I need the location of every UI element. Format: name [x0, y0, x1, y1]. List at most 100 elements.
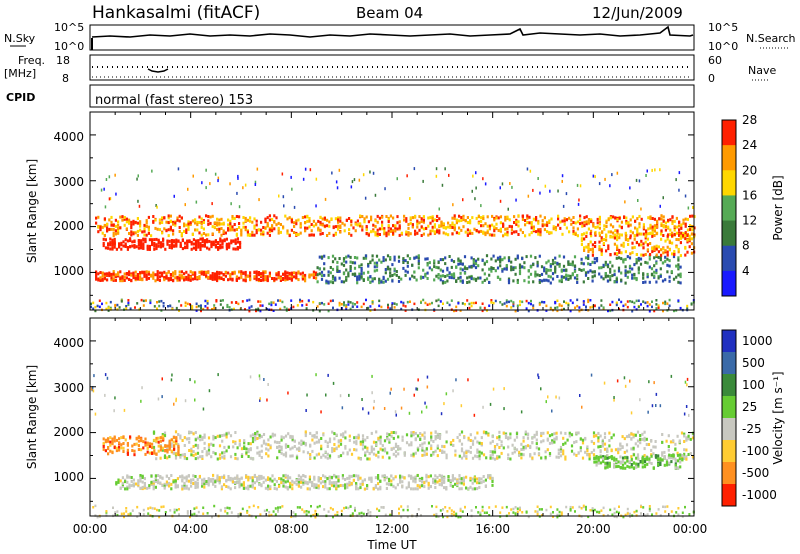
scatter-cell	[518, 454, 521, 457]
scatter-cell	[583, 237, 586, 241]
scatter-cell	[295, 478, 298, 482]
scatter-cell	[318, 255, 321, 259]
scatter-cell	[397, 279, 401, 283]
scatter-cell	[122, 442, 125, 445]
scatter-cell	[342, 272, 346, 276]
scatter-cell	[234, 238, 237, 242]
scatter-cell	[332, 226, 335, 230]
scatter-cell	[168, 455, 171, 459]
scatter-cell	[229, 222, 232, 226]
scatter-cell	[150, 274, 153, 278]
noise-cell	[686, 304, 689, 308]
noise-cell	[657, 304, 660, 307]
scatter-cell	[128, 232, 131, 235]
scatter-cell	[196, 481, 199, 485]
scatter-cell	[431, 219, 434, 223]
scatter-cell	[249, 233, 252, 237]
scatter-cell	[185, 476, 188, 480]
scatter-cell	[434, 481, 437, 485]
scatter-cell	[280, 438, 283, 442]
scatter-cell	[502, 234, 505, 238]
scatter-cell	[609, 275, 612, 278]
scatter-cell	[557, 214, 560, 218]
scatter-cell	[295, 454, 299, 458]
scatter-cell	[119, 277, 122, 281]
scatter-cell	[155, 245, 158, 249]
scatter-cell	[447, 221, 450, 225]
scatter-cell	[668, 259, 671, 263]
scatter-cell	[406, 261, 409, 265]
scatter-cell	[224, 231, 227, 235]
scatter-cell	[187, 277, 190, 281]
scatter-cell	[211, 214, 214, 218]
scatter-cell	[393, 255, 396, 259]
scatter-cell	[499, 255, 502, 259]
scatter-cell	[653, 217, 656, 221]
scatter-cell	[548, 219, 551, 223]
scatter-cell	[366, 436, 369, 439]
scatter-cell	[201, 437, 204, 441]
scatter-cell	[677, 247, 680, 251]
scatter-cell	[338, 257, 341, 260]
sparse-cell	[471, 189, 473, 193]
scatter-cell	[675, 264, 678, 268]
scatter-cell	[528, 233, 531, 237]
scatter-cell	[253, 270, 256, 274]
scatter-cell	[258, 477, 261, 481]
scatter-cell	[201, 244, 204, 248]
scatter-cell	[295, 271, 298, 275]
noise-cell	[556, 299, 559, 302]
scatter-cell	[509, 432, 512, 436]
scatter-cell	[557, 448, 560, 452]
scatter-cell	[239, 240, 242, 244]
scatter-cell	[262, 230, 265, 234]
scatter-cell	[589, 240, 592, 244]
scatter-cell	[192, 478, 195, 482]
noise-cell	[202, 512, 205, 515]
scatter-cell	[643, 436, 646, 440]
scatter-cell	[120, 443, 123, 447]
scatter-cell	[543, 278, 546, 282]
scatter-cell	[535, 216, 538, 219]
scatter-cell	[461, 262, 464, 266]
scatter-cell	[691, 228, 694, 232]
scatter-cell	[284, 454, 288, 458]
noise-cell	[145, 299, 147, 302]
scatter-cell	[196, 444, 200, 448]
noise-cell	[439, 300, 442, 303]
noise-cell	[446, 301, 449, 304]
scatter-cell	[348, 483, 351, 487]
scatter-cell	[666, 250, 669, 254]
noise-cell	[424, 301, 427, 305]
noise-cell	[277, 299, 279, 302]
scatter-cell	[289, 435, 292, 439]
scatter-cell	[125, 227, 128, 231]
scatter-cell	[214, 245, 217, 249]
scatter-cell	[269, 485, 272, 489]
scatter-cell	[462, 479, 465, 483]
scatter-cell	[427, 486, 430, 490]
scatter-cell	[353, 436, 356, 440]
scatter-cell	[521, 214, 524, 218]
noise-cell	[479, 306, 482, 309]
scatter-cell	[334, 225, 337, 229]
scatter-cell	[609, 270, 612, 274]
scatter-cell	[131, 449, 134, 452]
scatter-cell	[194, 228, 197, 232]
scatter-cell	[345, 278, 348, 282]
scatter-cell	[552, 225, 555, 229]
scatter-cell	[610, 448, 613, 452]
scatter-cell	[301, 274, 304, 278]
scatter-cell	[284, 434, 288, 438]
scatter-cell	[676, 466, 680, 470]
scatter-cell	[549, 263, 552, 266]
scatter-cell	[385, 215, 388, 218]
scatter-cell	[662, 223, 665, 227]
scatter-cell	[284, 214, 287, 218]
scatter-cell	[141, 278, 144, 282]
scatter-cell	[505, 264, 508, 267]
scatter-cell	[518, 272, 522, 276]
scatter-cell	[175, 240, 178, 244]
scatter-cell	[153, 247, 156, 251]
scatter-cell	[158, 278, 161, 282]
